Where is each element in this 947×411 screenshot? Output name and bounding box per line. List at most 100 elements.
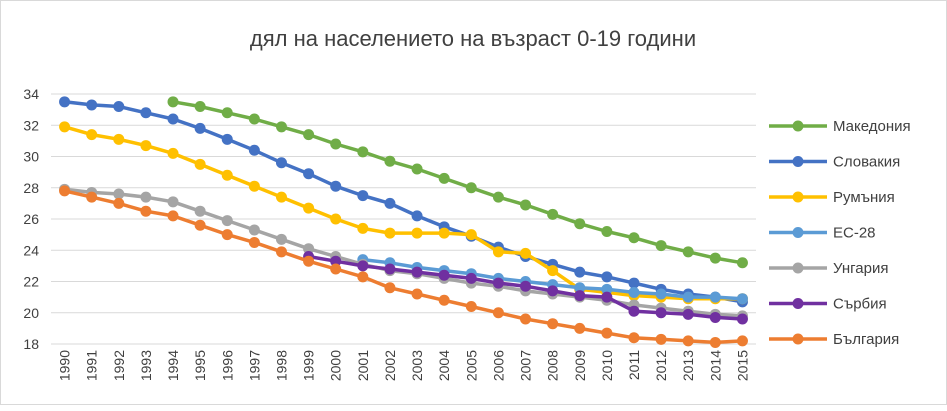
- data-point: [520, 199, 532, 211]
- data-point: [574, 282, 586, 294]
- legend-swatch-marker: [792, 156, 804, 167]
- data-point: [547, 318, 559, 330]
- data-point: [275, 191, 287, 203]
- data-point: [682, 335, 694, 347]
- data-point: [167, 113, 179, 125]
- data-point: [709, 336, 721, 348]
- data-point: [275, 157, 287, 169]
- legend-label: Сърбия: [833, 296, 887, 313]
- data-point: [628, 277, 640, 289]
- legend-label: Македония: [833, 118, 911, 135]
- x-tick-label: 2010: [599, 350, 615, 381]
- data-point: [248, 180, 260, 192]
- data-point: [167, 210, 179, 222]
- data-point: [384, 263, 396, 275]
- data-point: [303, 129, 315, 141]
- data-point: [384, 155, 396, 167]
- data-point: [492, 277, 504, 289]
- data-point: [655, 240, 667, 252]
- data-point: [411, 288, 423, 300]
- legend-item: Румъния: [769, 189, 895, 206]
- data-point: [194, 219, 206, 231]
- x-tick-label: 1997: [246, 350, 262, 381]
- data-point: [736, 257, 748, 269]
- x-tick-label: 2007: [518, 350, 534, 381]
- data-point: [330, 263, 342, 275]
- series-Словакия: [59, 96, 748, 308]
- series-lines: [59, 96, 748, 348]
- data-point: [221, 215, 233, 227]
- x-tick-label: 1993: [138, 350, 154, 381]
- data-point: [248, 113, 260, 125]
- data-point: [86, 191, 98, 203]
- series-Македония: [167, 96, 748, 269]
- data-point: [357, 260, 369, 272]
- data-point: [655, 288, 667, 300]
- data-point: [492, 246, 504, 258]
- data-point: [248, 144, 260, 156]
- data-point: [492, 191, 504, 203]
- legend-item: Сърбия: [769, 296, 887, 313]
- data-point: [709, 311, 721, 323]
- data-point: [736, 293, 748, 305]
- data-point: [357, 271, 369, 283]
- y-tick-label: 20: [23, 305, 39, 321]
- data-point: [682, 308, 694, 320]
- x-tick-label: 1991: [84, 350, 100, 381]
- data-point: [357, 222, 369, 234]
- x-tick-label: 1994: [165, 350, 181, 381]
- chart-title: дял на населението на възраст 0-19 годин…: [250, 26, 696, 51]
- data-point: [221, 229, 233, 241]
- data-point: [194, 122, 206, 134]
- data-point: [736, 335, 748, 347]
- x-tick-label: 2001: [355, 350, 371, 381]
- y-tick-label: 26: [23, 211, 39, 227]
- data-point: [384, 197, 396, 209]
- legend-swatch-marker: [792, 333, 804, 345]
- data-point: [275, 246, 287, 258]
- data-point: [167, 196, 179, 208]
- data-point: [140, 107, 152, 119]
- data-point: [113, 197, 125, 209]
- x-tick-label: 2006: [490, 350, 506, 381]
- series-line: [172, 100, 743, 265]
- data-point: [465, 229, 477, 241]
- data-point: [357, 190, 369, 202]
- data-point: [601, 283, 613, 295]
- data-point: [221, 107, 233, 119]
- data-point: [628, 286, 640, 298]
- x-axis-ticks: 1990 1991 1992 1993 1994 1995 1996 1997 1998 1999…: [57, 350, 751, 381]
- data-point: [655, 307, 667, 319]
- data-point: [303, 255, 315, 267]
- series-Сърбия: [303, 251, 748, 325]
- data-point: [59, 96, 71, 108]
- data-point: [438, 294, 450, 306]
- legend-label: ЕС-28: [833, 225, 876, 242]
- data-point: [492, 307, 504, 319]
- x-tick-label: 2014: [707, 350, 723, 381]
- y-tick-label: 24: [23, 242, 39, 258]
- data-point: [86, 129, 98, 141]
- data-point: [682, 246, 694, 258]
- y-tick-label: 30: [23, 149, 39, 165]
- data-point: [303, 168, 315, 180]
- legend: Македония Словакия Румъния ЕС-28 Унгария Сърб…: [769, 118, 911, 348]
- data-point: [140, 205, 152, 217]
- legend-item: Словакия: [769, 154, 900, 171]
- data-point: [547, 208, 559, 220]
- legend-swatch-marker: [792, 298, 804, 309]
- data-point: [194, 158, 206, 170]
- data-point: [438, 227, 450, 239]
- data-point: [303, 202, 315, 214]
- data-point: [655, 333, 667, 345]
- data-point: [736, 313, 748, 325]
- legend-label: Словакия: [833, 154, 900, 171]
- data-point: [601, 226, 613, 237]
- data-point: [574, 218, 586, 230]
- data-point: [682, 291, 694, 303]
- data-point: [248, 224, 260, 236]
- data-point: [628, 332, 640, 344]
- data-point: [574, 266, 586, 278]
